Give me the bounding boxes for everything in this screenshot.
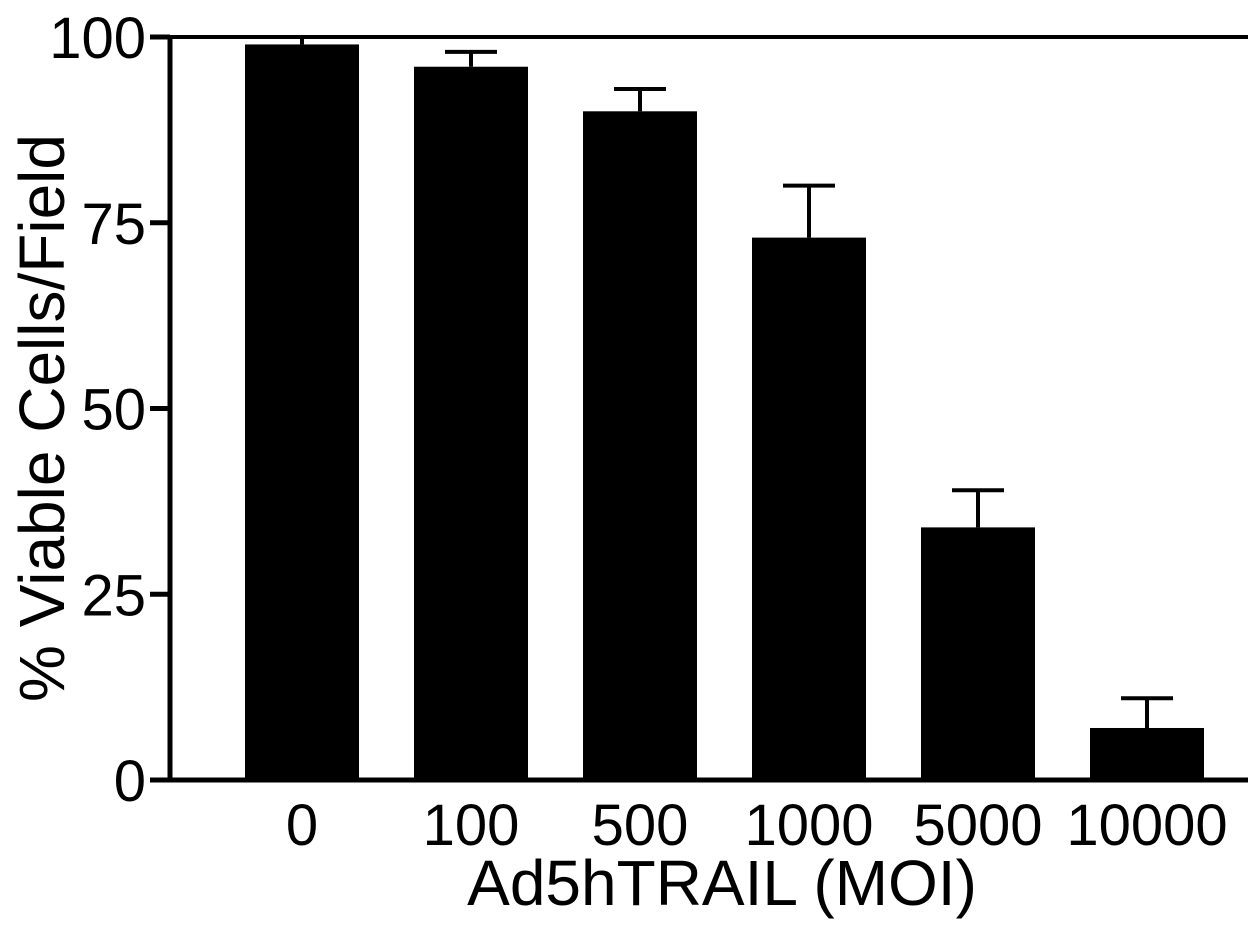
bar-5000 bbox=[921, 527, 1035, 780]
x-axis-title: Ad5hTRAIL (MOI) bbox=[467, 847, 977, 919]
bars-group bbox=[245, 44, 1204, 781]
error-bars-group bbox=[276, 35, 1173, 728]
y-axis-title: % Viable Cells/Field bbox=[6, 134, 78, 702]
y-tick-label: 75 bbox=[81, 192, 146, 257]
x-tick-label: 500 bbox=[592, 793, 689, 858]
y-tick-label: 0 bbox=[114, 749, 146, 814]
y-tick-label: 25 bbox=[81, 563, 146, 628]
bar-0 bbox=[245, 44, 359, 781]
y-ticks-group: 0 25 50 75 100 bbox=[49, 6, 170, 814]
x-tick-label: 5000 bbox=[913, 793, 1042, 858]
x-tick-label: 100 bbox=[423, 793, 520, 858]
bar-500 bbox=[583, 111, 697, 781]
bar-1000 bbox=[752, 237, 866, 781]
x-tick-label: 1000 bbox=[744, 793, 873, 858]
bar-10000 bbox=[1090, 727, 1204, 780]
x-tick-label: 0 bbox=[286, 793, 318, 858]
y-tick-label: 50 bbox=[81, 378, 146, 443]
x-tick-label: 10000 bbox=[1066, 793, 1227, 858]
bar-100 bbox=[414, 66, 528, 781]
y-tick-label: 100 bbox=[49, 6, 146, 71]
x-ticks-group: 0 100 500 1000 5000 10000 bbox=[286, 793, 1228, 858]
